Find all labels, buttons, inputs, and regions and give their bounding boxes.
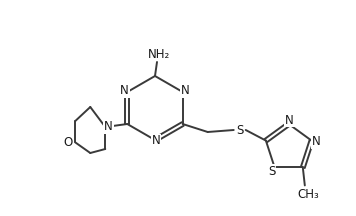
Text: S: S bbox=[268, 165, 275, 178]
Text: S: S bbox=[236, 124, 244, 137]
Text: N: N bbox=[120, 84, 129, 97]
Text: CH₃: CH₃ bbox=[297, 188, 319, 201]
Text: N: N bbox=[104, 121, 112, 133]
Text: N: N bbox=[312, 135, 321, 148]
Text: NH₂: NH₂ bbox=[148, 48, 170, 60]
Text: N: N bbox=[286, 113, 294, 127]
Text: O: O bbox=[64, 136, 73, 149]
Text: N: N bbox=[152, 135, 160, 148]
Text: N: N bbox=[181, 84, 190, 97]
